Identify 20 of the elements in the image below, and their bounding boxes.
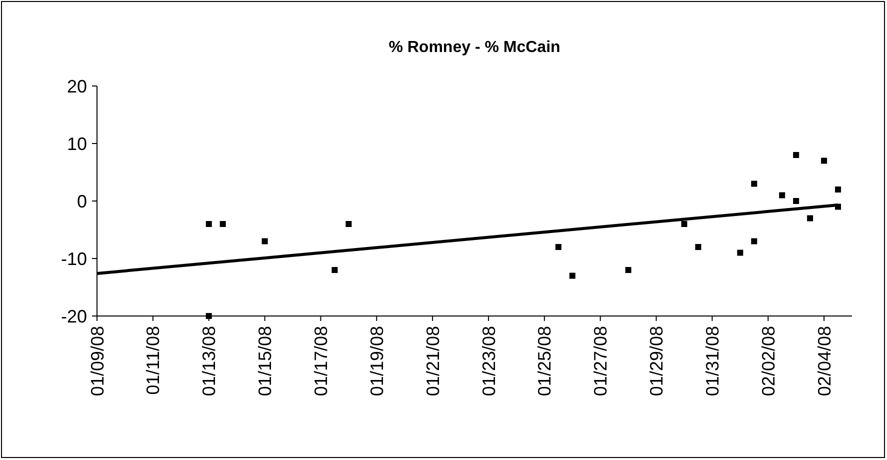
x-tick-label: 01/15/08	[255, 326, 276, 396]
x-tick-label: 01/21/08	[422, 326, 443, 396]
x-tick-label: 02/04/08	[814, 326, 834, 396]
x-tick-label: 01/11/08	[143, 326, 164, 395]
x-tick-label: 01/09/08	[87, 326, 108, 396]
x-tick-label: 01/19/08	[366, 326, 387, 396]
y-tick-label: -20	[60, 306, 87, 326]
x-tick-label: 02/02/08	[758, 326, 778, 396]
chart-title: % Romney - % McCain	[388, 39, 560, 56]
x-tick-label: 01/13/08	[199, 326, 220, 396]
y-tick-label: 20	[66, 76, 87, 96]
x-tick-label: 01/23/08	[478, 326, 499, 396]
x-tick-label: 01/29/08	[646, 326, 667, 396]
x-tick-label: 01/17/08	[311, 326, 332, 396]
x-tick-label: 01/31/08	[702, 326, 722, 396]
x-tick-label: 01/27/08	[590, 326, 611, 396]
y-tick-label: -10	[60, 248, 87, 269]
x-tick-label: 01/25/08	[534, 326, 555, 396]
y-tick-label: 10	[66, 134, 87, 154]
y-tick-label: 0	[76, 191, 87, 212]
